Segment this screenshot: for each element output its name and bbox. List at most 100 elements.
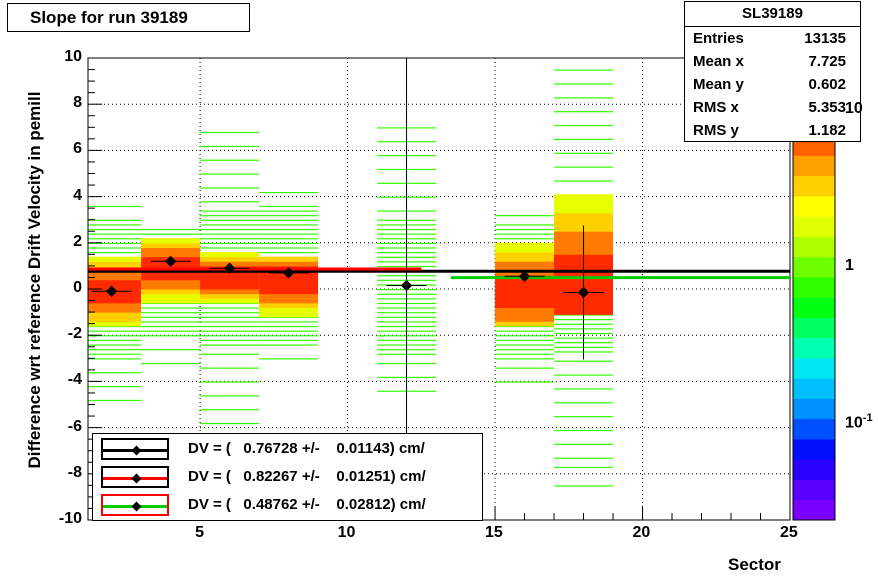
heatmap-cell <box>200 215 260 217</box>
heatmap-cell <box>200 353 260 355</box>
colorbar-cell <box>793 297 835 318</box>
heatmap-cell <box>200 289 260 295</box>
y-tick-label: 6 <box>73 140 82 158</box>
heatmap-cell <box>88 284 142 290</box>
heatmap-cell <box>88 298 142 304</box>
legend-entry: DV = ( 0.48762 +/- 0.02812) cm/ <box>93 492 482 520</box>
stats-row-mean-y: Mean y 0.602 <box>685 73 860 96</box>
y-tick-label: 0 <box>73 279 82 296</box>
legend-swatch <box>101 466 169 488</box>
heatmap-cell <box>141 362 201 365</box>
heatmap-cell <box>259 316 319 318</box>
stats-value: 13135 <box>804 30 846 47</box>
colorbar-cell <box>793 276 835 298</box>
heatmap-cell <box>495 344 555 346</box>
data-point <box>400 279 413 292</box>
heatmap-cell <box>259 358 319 360</box>
heatmap-cell <box>200 145 260 147</box>
heatmap-cell <box>200 233 260 235</box>
heatmap-cell <box>554 212 614 218</box>
y-tick-label: 8 <box>73 94 82 112</box>
x-tick-label: 20 <box>632 524 651 541</box>
heatmap-cell <box>141 349 201 351</box>
colorbar-cell <box>793 438 835 460</box>
y-tick-label: -8 <box>67 463 82 481</box>
heatmap-cell <box>554 166 614 168</box>
heatmap-cell <box>200 325 260 328</box>
heatmap-cell <box>88 302 142 308</box>
stats-title: SL39189 <box>685 2 860 27</box>
heatmap-cell <box>200 409 260 411</box>
heatmap-cell <box>88 399 142 402</box>
heatmap-cell <box>495 279 555 285</box>
heatmap-cell <box>495 302 555 308</box>
heatmap-cell <box>88 224 142 226</box>
x-tick-label: 10 <box>337 524 356 541</box>
heatmap-cell <box>141 228 201 231</box>
chart-title: Slope for run 39189 <box>7 3 250 32</box>
data-point <box>164 255 177 267</box>
heatmap-cell <box>554 443 614 445</box>
heatmap-cell <box>495 298 555 304</box>
heatmap-cell <box>88 279 142 285</box>
heatmap-cell <box>200 321 260 323</box>
colorbar-cell <box>793 155 835 177</box>
heatmap-cell <box>495 339 555 342</box>
heatmap-cell <box>88 275 142 281</box>
heatmap-cell <box>200 131 260 134</box>
legend: DV = ( 0.76728 +/- 0.01143) cm/ DV = ( 0… <box>92 433 483 521</box>
stats-value: 1.182 <box>808 122 846 139</box>
heatmap-cell <box>88 353 142 355</box>
heatmap-cell <box>554 360 614 362</box>
heatmap-cell <box>259 307 319 313</box>
heatmap-cell <box>200 228 260 231</box>
heatmap-cell <box>141 252 201 258</box>
heatmap-cell <box>495 349 555 351</box>
heatmap-cell <box>259 335 319 337</box>
heatmap-cell <box>200 219 260 221</box>
heatmap-cell <box>495 256 555 262</box>
heatmap-cell <box>554 138 614 141</box>
heatmap-cell <box>200 293 260 299</box>
heatmap-cell <box>88 247 142 249</box>
colorbar <box>792 134 836 521</box>
heatmap-cell <box>495 233 555 235</box>
heatmap-cell <box>495 252 555 258</box>
stats-value: 5.353 <box>808 99 846 116</box>
heatmap-cell <box>495 284 555 290</box>
heatmap-cell <box>141 312 201 314</box>
heatmap-cell <box>88 270 142 276</box>
data-point <box>577 286 590 299</box>
heatmap-cell <box>259 210 319 212</box>
heatmap-cell <box>200 422 260 425</box>
heatmap-cell <box>200 238 260 240</box>
heatmap-cell <box>88 344 142 346</box>
heatmap-cell <box>88 372 142 374</box>
heatmap-cell <box>88 252 142 254</box>
stats-label: Entries <box>693 30 744 47</box>
heatmap-cell <box>495 265 555 272</box>
heatmap-cell <box>495 228 555 231</box>
heatmap-cell <box>200 330 260 332</box>
heatmap-cell <box>200 298 260 304</box>
heatmap-cell <box>88 307 142 313</box>
colorbar-cell <box>793 398 835 420</box>
heatmap-cell <box>495 321 555 327</box>
heatmap-cell <box>554 83 614 85</box>
legend-entry: DV = ( 0.76728 +/- 0.01143) cm/ <box>93 436 482 464</box>
colorbar-cell <box>793 418 835 440</box>
colorbar-cell <box>793 337 835 359</box>
heatmap-cell <box>200 224 260 226</box>
heatmap-cell <box>200 381 260 383</box>
heatmap-cell <box>88 358 142 360</box>
heatmap-cell <box>88 293 142 299</box>
heatmap-cell <box>495 316 555 322</box>
heatmap-cell <box>88 325 142 328</box>
heatmap-cell <box>259 312 319 318</box>
stats-row-entries: Entries 13135 <box>685 27 860 50</box>
heatmap-cell <box>259 279 319 285</box>
colorbar-cell <box>793 256 835 278</box>
heatmap-cell <box>495 247 555 253</box>
y-tick-label: -2 <box>67 325 82 343</box>
